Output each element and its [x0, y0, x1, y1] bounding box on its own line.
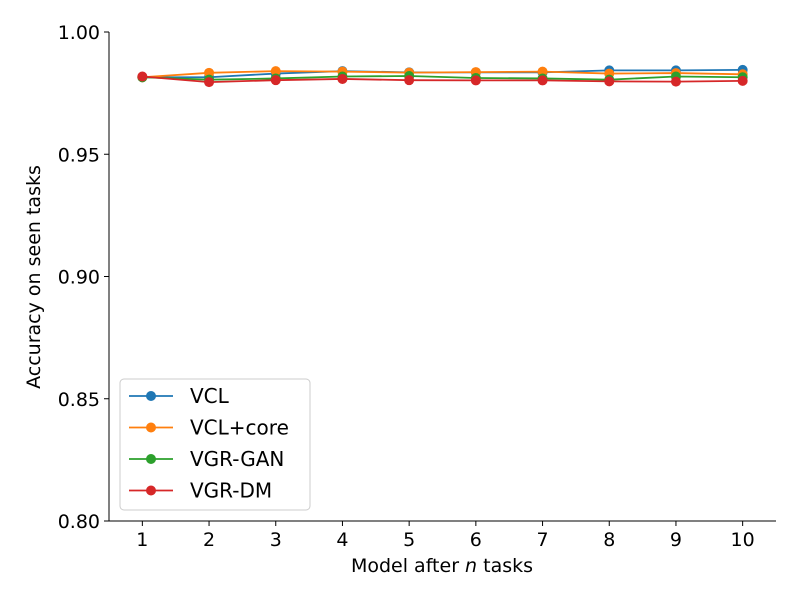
data-point-vgr-dm: [737, 75, 748, 86]
data-point-vgr-dm: [604, 76, 615, 87]
data-point-vcl-core: [270, 66, 281, 77]
legend-label-vgr-gan: VGR-GAN: [190, 447, 284, 471]
x-tick-label: 2: [203, 529, 215, 551]
x-tick-label: 9: [670, 529, 682, 551]
x-axis-label: Model after n tasks: [351, 555, 533, 577]
data-point-vgr-dm: [204, 77, 215, 88]
x-axis-label-prefix: Model after: [351, 555, 465, 577]
data-point-vgr-dm: [270, 75, 281, 86]
legend-marker-vcl-core: [146, 422, 156, 433]
data-point-vcl-core: [537, 66, 548, 77]
x-axis-ticks: 1 2 3 4 5 6 7 8 9 10: [136, 521, 755, 551]
data-point-vgr-dm: [470, 75, 481, 86]
series-vgr-dm: [137, 71, 748, 88]
x-axis-label-suffix: tasks: [477, 555, 533, 577]
x-tick-label: 5: [403, 529, 415, 551]
x-tick-label: 6: [470, 529, 482, 551]
y-tick-label: 0.80: [58, 511, 100, 533]
y-axis-ticks: 0.80 0.85 0.90 0.95 1.00: [58, 22, 109, 533]
data-point-vgr-dm: [137, 71, 148, 82]
legend-marker-vgr-gan: [146, 454, 156, 464]
data-point-vcl-core: [204, 67, 215, 78]
legend-label-vcl: VCL: [190, 384, 230, 408]
x-tick-label: 1: [136, 529, 148, 551]
legend-box: [119, 378, 311, 511]
series-layer: [137, 64, 748, 88]
data-point-vgr-dm: [670, 76, 681, 87]
x-tick-label: 4: [336, 529, 348, 551]
y-tick-label: 0.90: [58, 267, 100, 289]
x-tick-label: 7: [537, 529, 549, 551]
x-tick-label: 10: [731, 529, 755, 551]
y-tick-label: 1.00: [58, 22, 100, 44]
y-tick-label: 0.95: [58, 144, 100, 166]
legend-marker-vcl: [146, 391, 156, 401]
data-point-vgr-dm: [404, 75, 415, 86]
series-line-vgr-dm: [142, 75, 743, 84]
x-axis-label-variable: n: [465, 555, 477, 577]
legend-label-vgr-dm: VGR-DM: [190, 479, 272, 503]
data-point-vgr-dm: [537, 75, 548, 86]
y-tick-label: 0.85: [58, 389, 100, 411]
legend: VCL VCL+core VGR-GAN VGR-DM: [119, 378, 311, 511]
legend-marker-vgr-dm: [146, 485, 156, 496]
y-axis-label: Accuracy on seen tasks: [23, 165, 45, 389]
series-line-vgr-gan: [142, 75, 743, 81]
legend-label-vcl-core: VCL+core: [190, 416, 289, 440]
data-point-vgr-dm: [337, 73, 348, 84]
series-line-vcl-core: [142, 70, 743, 79]
x-tick-label: 3: [270, 529, 282, 551]
x-tick-label: 8: [603, 529, 615, 551]
